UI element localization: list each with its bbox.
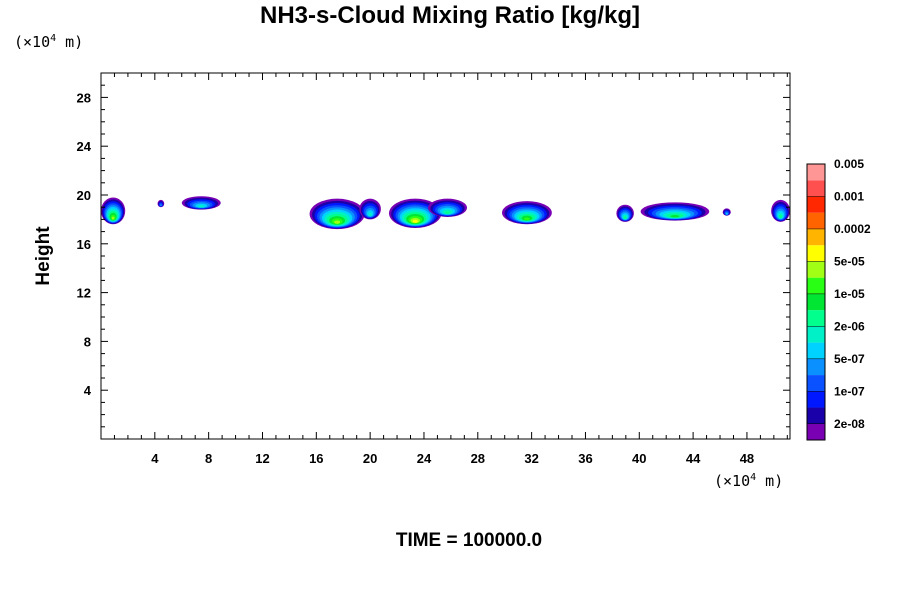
- y-tick-label: 20: [77, 188, 91, 203]
- colorbar-swatch: [807, 180, 825, 197]
- cloud-blob: [428, 198, 468, 217]
- cloud-blob: [388, 198, 442, 228]
- cloud-level: [523, 217, 530, 221]
- colorbar-swatch: [807, 310, 825, 327]
- y-axis-label: Height: [33, 226, 54, 286]
- cloud-blob: [309, 198, 365, 230]
- colorbar-swatch: [807, 261, 825, 278]
- colorbar-swatch: [807, 245, 825, 262]
- colorbar-label: 2e-08: [834, 417, 865, 431]
- cloud-blob: [722, 208, 731, 216]
- colorbar-swatch: [807, 196, 825, 213]
- cloud-blob: [157, 199, 165, 208]
- y-axis: 4 8 12 16 20 24 28: [77, 84, 790, 428]
- cloud-level: [670, 215, 680, 218]
- colorbar-label: 2e-06: [834, 319, 865, 333]
- x-tick-label: 28: [471, 451, 485, 466]
- x-tick-label: 44: [686, 451, 701, 466]
- cloud-level: [160, 204, 162, 207]
- cloud-level: [779, 214, 782, 219]
- cloud-blob: [502, 201, 552, 225]
- colorbar: 2e-08 1e-07 5e-07 2e-06 1e-05 5e-05 0.0002 0.00…: [806, 157, 871, 441]
- y-axis-unit: (×104 m): [14, 33, 84, 51]
- x-axis: 4 8 12 16 20 24 28 32 36 40 44 48: [113, 73, 788, 466]
- colorbar-swatch: [807, 228, 825, 246]
- x-tick-label: 16: [309, 451, 323, 466]
- colorbar-label: 1e-05: [834, 287, 865, 301]
- colorbar-swatch: [807, 293, 825, 311]
- cloud-level: [111, 216, 115, 220]
- x-tick-label: 24: [417, 451, 432, 466]
- cloud-level: [198, 205, 205, 208]
- x-tick-label: 32: [524, 451, 538, 466]
- cloud-blob: [771, 199, 790, 222]
- colorbar-swatch: [807, 391, 825, 408]
- colorbar-swatch: [807, 212, 825, 229]
- colorbar-label: 0.005: [834, 157, 864, 171]
- cloud-level: [444, 211, 451, 214]
- x-tick-label: 8: [205, 451, 212, 466]
- cloud-blob: [101, 197, 126, 225]
- colorbar-label: 0.0002: [834, 222, 871, 236]
- colorbar-label: 1e-07: [834, 384, 865, 398]
- y-tick-label: 8: [84, 334, 91, 349]
- chart-title: NH3-s-Cloud Mixing Ratio [kg/kg]: [260, 2, 640, 29]
- cloud-level: [334, 220, 341, 224]
- y-tick-label: 16: [77, 237, 91, 252]
- colorbar-swatch: [807, 164, 825, 181]
- cloud-field: [101, 196, 790, 230]
- colorbar-swatch: [807, 358, 825, 376]
- cloud-level: [368, 212, 372, 216]
- colorbar-swatch: [807, 342, 825, 359]
- colorbar-swatch: [807, 375, 825, 392]
- cloud-level: [623, 216, 627, 219]
- y-tick-label: 4: [84, 383, 92, 398]
- cloud-blob: [616, 204, 634, 222]
- x-tick-label: 48: [740, 451, 754, 466]
- colorbar-swatch: [807, 326, 825, 343]
- colorbar-swatch: [807, 407, 825, 424]
- y-tick-label: 12: [77, 286, 91, 301]
- x-axis-unit: (×104 m): [714, 472, 784, 490]
- x-tick-label: 36: [578, 451, 592, 466]
- x-tick-label: 40: [632, 451, 646, 466]
- cloud-level: [725, 213, 728, 215]
- colorbar-swatch: [807, 423, 825, 440]
- y-tick-label: 24: [77, 139, 92, 154]
- plot-frame: [100, 72, 791, 440]
- x-tick-label: 4: [151, 451, 159, 466]
- colorbar-label: 0.001: [834, 189, 864, 203]
- cloud-blob: [359, 198, 381, 220]
- cloud-blob: [181, 196, 221, 210]
- colorbar-swatch: [807, 277, 825, 294]
- cloud-level: [412, 219, 418, 223]
- cloud-blob: [640, 202, 710, 221]
- x-tick-label: 20: [363, 451, 377, 466]
- x-tick-label: 12: [255, 451, 269, 466]
- y-tick-label: 28: [77, 90, 91, 105]
- colorbar-label: 5e-07: [834, 352, 865, 366]
- colorbar-label: 5e-05: [834, 254, 865, 268]
- time-label: TIME = 100000.0: [395, 530, 543, 551]
